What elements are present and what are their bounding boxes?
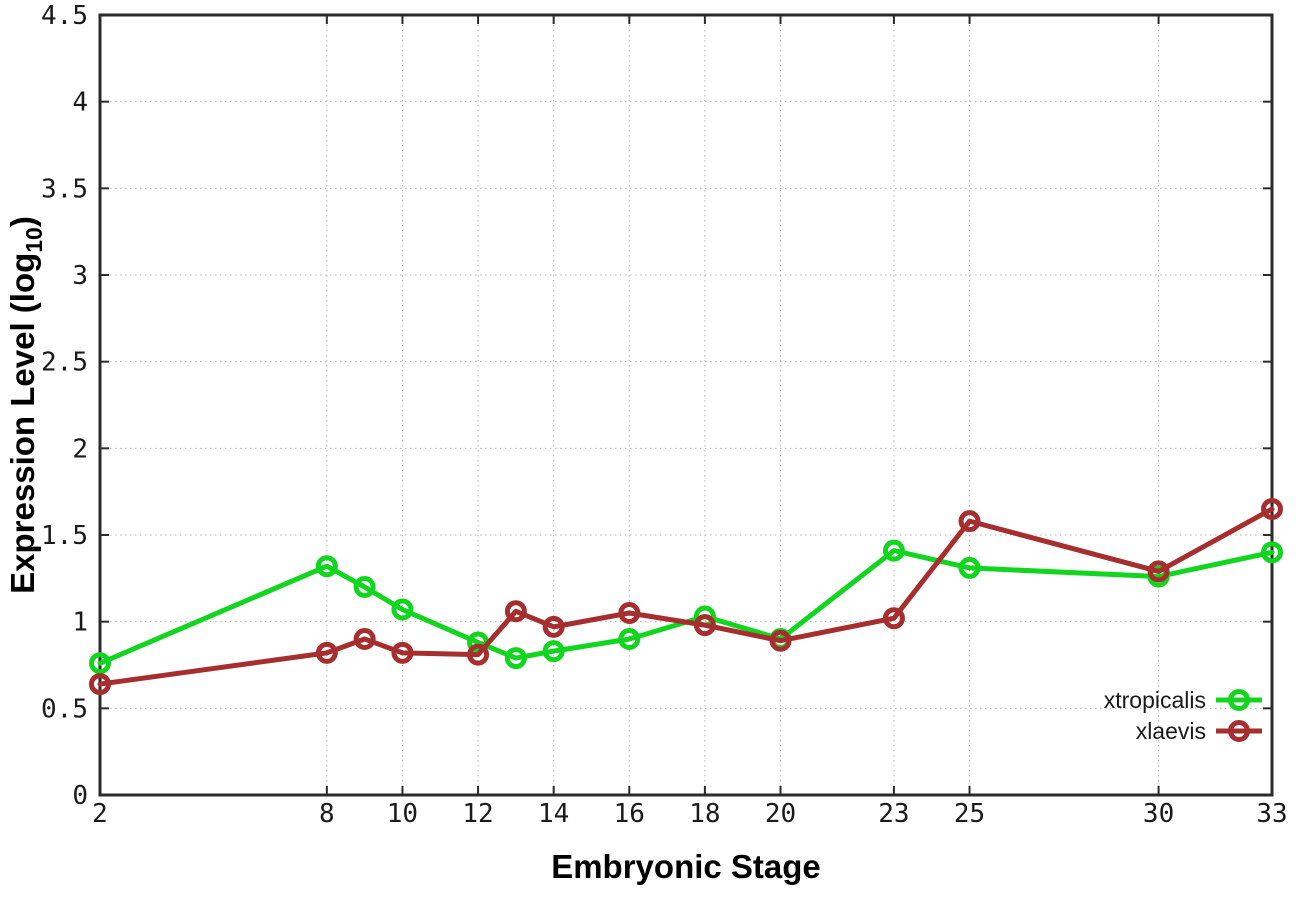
legend-label-xlaevis: xlaevis: [1136, 718, 1206, 744]
y-axis-title: Expression Level (log10): [4, 216, 47, 594]
x-tick-label-8: 8: [319, 799, 335, 829]
marker-xlaevis-stage-10: [391, 641, 414, 664]
marker-xlaevis-stage-20: [769, 629, 792, 652]
marker-xtropicalis-stage-14: [542, 640, 565, 663]
marker-xlaevis-stage-23: [882, 607, 905, 630]
marker-xtropicalis-stage-23: [882, 539, 905, 562]
x-tick-label-33: 33: [1256, 799, 1287, 829]
y-tick-label-4.5: 4.5: [41, 1, 88, 31]
y-tick-label-3.5: 3.5: [41, 174, 88, 204]
y-tick-label-0: 0: [72, 781, 88, 811]
y-tick-label-4: 4: [72, 88, 88, 118]
x-tick-label-2: 2: [92, 799, 108, 829]
y-tick-label-2: 2: [72, 434, 88, 464]
marker-xlaevis-stage-18: [693, 614, 716, 637]
x-tick-label-23: 23: [878, 799, 909, 829]
x-tick-label-25: 25: [954, 799, 985, 829]
marker-xlaevis-stage-30: [1147, 560, 1170, 583]
series-line-xtropicalis: [97, 548, 1275, 666]
marker-xtropicalis-stage-8: [315, 555, 338, 578]
y-tick-label-0.5: 0.5: [41, 694, 88, 724]
legend-marker-xlaevis: [1228, 720, 1250, 742]
marker-xtropicalis-stage-16: [618, 628, 641, 650]
y-tick-label-2.5: 2.5: [41, 348, 88, 378]
marker-xlaevis-stage-16: [618, 602, 641, 624]
x-tick-label-14: 14: [538, 799, 569, 829]
legend-marker-xtropicalis: [1228, 689, 1250, 711]
y-tick-label-3: 3: [72, 261, 88, 291]
marker-xlaevis-stage-33: [1261, 498, 1283, 520]
marker-xlaevis-stage-8: [315, 641, 338, 664]
marker-xtropicalis-stage-25: [958, 556, 981, 579]
y-tick-label-1: 1: [72, 608, 88, 638]
marker-xlaevis-stage-9: [353, 628, 376, 650]
marker-xtropicalis-stage-13: [504, 647, 527, 670]
y-tick-label-1.5: 1.5: [41, 521, 88, 551]
marker-xtropicalis-stage-33: [1261, 541, 1283, 564]
marker-xlaevis-stage-25: [958, 510, 981, 533]
x-tick-label-30: 30: [1143, 799, 1174, 829]
x-tick-label-20: 20: [765, 799, 796, 829]
marker-xlaevis-stage-2: [89, 673, 111, 696]
legend-label-xtropicalis: xtropicalis: [1104, 687, 1206, 713]
marker-xtropicalis-stage-2: [89, 652, 111, 675]
marker-xtropicalis-stage-9: [353, 576, 376, 598]
x-tick-label-10: 10: [387, 799, 418, 829]
x-axis-title: Embryonic Stage: [551, 848, 821, 885]
marker-xtropicalis-stage-10: [391, 598, 414, 621]
x-tick-label-18: 18: [689, 799, 720, 829]
marker-xlaevis-stage-14: [542, 615, 565, 638]
plot-border: [98, 13, 1274, 797]
marker-xlaevis-stage-13: [504, 600, 527, 623]
x-tick-label-16: 16: [614, 799, 645, 829]
x-tick-label-12: 12: [462, 799, 493, 829]
marker-xlaevis-stage-12: [467, 643, 490, 666]
